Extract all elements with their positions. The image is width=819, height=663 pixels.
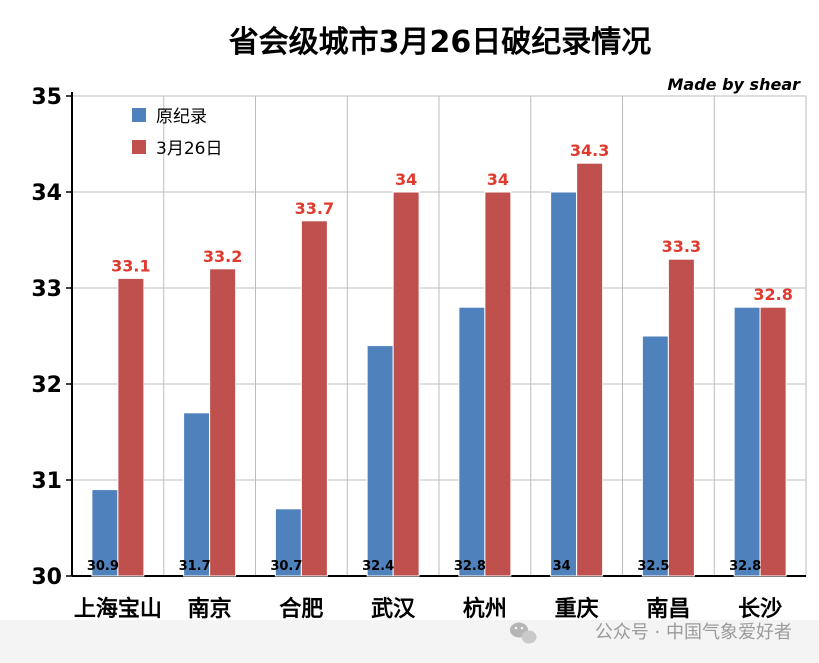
data-label-march-26: 32.8 bbox=[753, 285, 792, 304]
bar-march-26 bbox=[209, 268, 237, 577]
bar-old-record bbox=[458, 306, 486, 577]
bar-march-26 bbox=[667, 258, 695, 577]
data-label-march-26: 33.3 bbox=[662, 237, 701, 256]
data-label-old-record: 34 bbox=[553, 559, 571, 574]
data-label-old-record: 31.7 bbox=[179, 559, 211, 574]
wechat-icon bbox=[510, 622, 537, 644]
legend: 原纪录 3月26日 bbox=[132, 107, 222, 159]
bar-march-26 bbox=[392, 191, 420, 577]
data-label-march-26: 33.7 bbox=[295, 199, 334, 218]
bar-old-record bbox=[550, 191, 578, 577]
data-label-old-record: 32.4 bbox=[362, 559, 394, 574]
x-tick-label: 南昌 bbox=[646, 597, 690, 622]
bar-march-26 bbox=[117, 277, 145, 577]
grid-lines bbox=[71, 95, 807, 577]
data-label-march-26: 34 bbox=[487, 170, 509, 189]
x-tick-label: 上海宝山 bbox=[74, 596, 162, 622]
data-label-old-record: 30.7 bbox=[270, 559, 302, 574]
data-label-march-26: 34 bbox=[395, 170, 417, 189]
bar-march-26 bbox=[759, 306, 787, 577]
legend-swatch bbox=[132, 108, 146, 122]
y-tick-label: 34 bbox=[31, 181, 62, 206]
bar-march-26 bbox=[484, 191, 512, 577]
tick-labels: 30 31 32 33 34 35 上海宝山 南京 合肥 武汉 杭州 重庆 南昌 长沙 bbox=[31, 85, 782, 622]
x-tick-label: 长沙 bbox=[738, 597, 782, 622]
bar-old-record bbox=[274, 508, 302, 577]
y-tick-label: 33 bbox=[31, 277, 62, 302]
x-tick-label: 杭州 bbox=[463, 596, 507, 622]
data-label-march-26: 33.1 bbox=[111, 256, 150, 275]
x-tick-label: 合肥 bbox=[279, 596, 323, 622]
data-label-old-record: 32.5 bbox=[637, 559, 669, 574]
legend-label: 原纪录 bbox=[156, 107, 207, 127]
legend-label: 3月26日 bbox=[156, 139, 222, 159]
axes bbox=[66, 92, 806, 577]
watermark: 公众号 · 中国气象爱好者 bbox=[0, 620, 819, 663]
chart-credit: Made by shear bbox=[668, 75, 802, 94]
bar-old-record bbox=[641, 335, 669, 577]
bar-march-26 bbox=[300, 220, 328, 577]
chart-title: 省会级城市3月26日破纪录情况 bbox=[229, 25, 652, 60]
legend-swatch bbox=[132, 140, 146, 154]
x-tick-label: 南京 bbox=[188, 596, 232, 622]
data-label-old-record: 30.9 bbox=[87, 559, 119, 574]
bar-march-26 bbox=[576, 162, 604, 577]
data-label-old-record: 32.8 bbox=[729, 559, 761, 574]
bar-old-record bbox=[183, 412, 211, 577]
y-tick-label: 35 bbox=[31, 85, 62, 110]
watermark-band bbox=[0, 620, 819, 663]
data-label-old-record: 32.8 bbox=[454, 559, 486, 574]
x-tick-label: 武汉 bbox=[371, 597, 416, 622]
bars bbox=[91, 162, 787, 577]
bar-old-record bbox=[733, 306, 761, 577]
data-label-march-26: 33.2 bbox=[203, 247, 242, 266]
bar-old-record bbox=[366, 345, 394, 577]
y-tick-label: 30 bbox=[31, 565, 62, 590]
x-tick-label: 重庆 bbox=[555, 596, 599, 622]
data-labels: 30.9 33.1 31.7 33.2 30.7 33.7 32.4 34 32.8 34 34 34… bbox=[87, 141, 793, 574]
data-label-march-26: 34.3 bbox=[570, 141, 609, 160]
y-tick-label: 32 bbox=[31, 373, 62, 398]
y-tick-label: 31 bbox=[31, 469, 62, 494]
watermark-text: 公众号 · 中国气象爱好者 bbox=[595, 622, 792, 643]
